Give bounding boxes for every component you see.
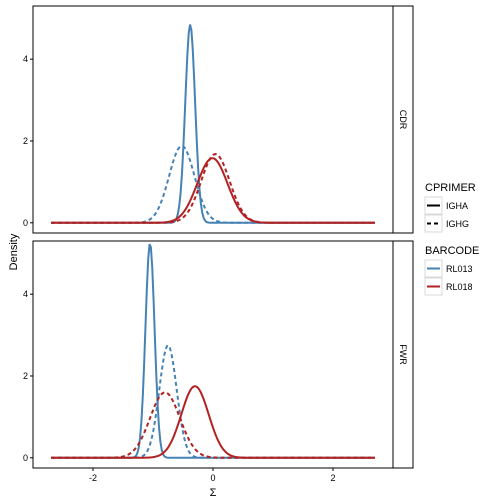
legend-cprimer: CPRIMER IGHA IGHG: [424, 182, 476, 233]
density-line-rl018-ighg: [51, 391, 375, 459]
panel-strip: [392, 5, 414, 234]
y-axis-title: Density: [8, 233, 20, 270]
panel-strip: [392, 240, 414, 469]
panels-layer: CDR 0 2 4 FWR 0 2 4 -2 0 2: [23, 5, 414, 483]
legend-entry-label: RL013: [446, 264, 473, 274]
y-tick-label: 4: [23, 54, 28, 64]
legend-entry-label: RL018: [446, 282, 473, 292]
panel-strip-label: CDR: [398, 110, 408, 130]
x-tick-label: 2: [330, 473, 335, 483]
legend-entry-label: IGHA: [446, 201, 468, 211]
y-tick-label: 2: [23, 136, 28, 146]
legends-layer: CPRIMER IGHA IGHG BARCODE RL013 RL018: [424, 182, 479, 296]
x-tick-label: -2: [89, 473, 97, 483]
x-axis-title: Σ: [210, 487, 217, 499]
density-line-rl018-ighg: [51, 153, 375, 224]
legend-title: CPRIMER: [425, 182, 476, 194]
y-tick-label: 2: [23, 371, 28, 381]
density-line-rl013-ighg: [51, 144, 375, 224]
legend-title: BARCODE: [425, 245, 479, 257]
y-tick-label: 0: [23, 453, 28, 463]
y-tick-label: 4: [23, 289, 28, 299]
legend-key: [424, 214, 443, 233]
legend-entry-label: IGHG: [446, 219, 469, 229]
panel-frame: [32, 5, 394, 234]
x-tick-label: 0: [210, 473, 215, 483]
panel-cdr: CDR 0 2 4: [23, 5, 414, 234]
panel-frame: [32, 240, 394, 469]
legend-barcode: BARCODE RL013 RL018: [424, 245, 479, 296]
x-axis: -2 0 2: [89, 468, 336, 483]
panel-strip-label: FWR: [398, 344, 408, 365]
y-tick-label: 0: [23, 218, 28, 228]
panel-fwr: FWR 0 2 4: [23, 240, 414, 469]
